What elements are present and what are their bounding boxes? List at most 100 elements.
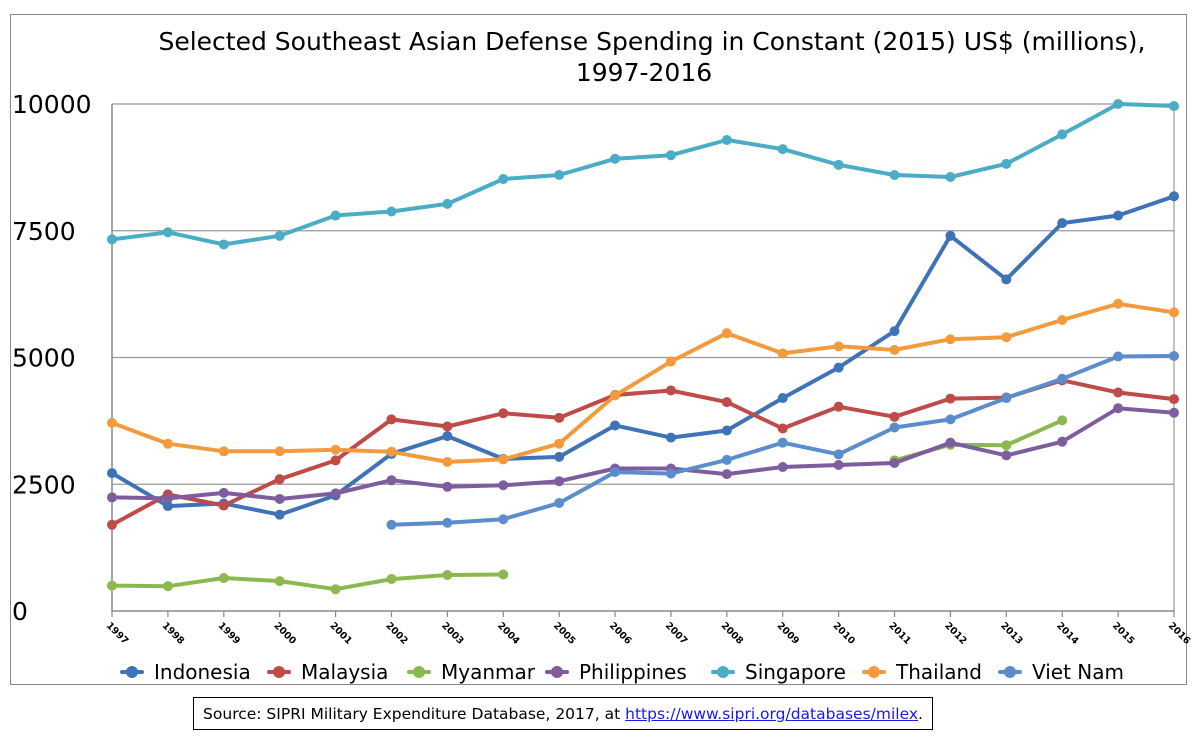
point-thailand-2001 <box>330 444 341 455</box>
point-philippines-1998 <box>162 493 173 504</box>
legend-marker-singapore <box>717 666 729 678</box>
point-viet-nam-2006 <box>610 467 621 478</box>
point-philippines-2008 <box>721 469 732 480</box>
point-viet-nam-2010 <box>833 449 844 460</box>
point-singapore-1999 <box>218 239 229 250</box>
x-tick-label: 2010 <box>831 620 858 647</box>
legend-marker-indonesia <box>126 666 138 678</box>
x-tick-label: 2003 <box>439 620 465 646</box>
legend-item-philippines[interactable]: Philippines <box>545 660 687 684</box>
x-tick-label: 2006 <box>607 620 634 647</box>
point-philippines-2013 <box>1001 450 1012 461</box>
point-indonesia-2013 <box>1001 274 1012 285</box>
point-thailand-2011 <box>889 344 900 355</box>
point-singapore-2008 <box>721 134 732 145</box>
point-philippines-2014 <box>1057 436 1068 447</box>
legend-label-philippines: Philippines <box>579 660 687 684</box>
point-malaysia-2016 <box>1169 394 1179 405</box>
point-viet-nam-2007 <box>665 468 676 479</box>
series-line-malaysia <box>110 378 1176 527</box>
point-indonesia-2006 <box>610 420 621 431</box>
point-malaysia-1997 <box>107 519 117 530</box>
point-philippines-2015 <box>1113 403 1124 414</box>
point-indonesia-2015 <box>1113 210 1124 221</box>
source-link[interactable]: https://www.sipri.org/databases/milex <box>625 704 919 723</box>
legend-label-indonesia: Indonesia <box>154 660 251 684</box>
source-suffix: . <box>918 704 923 723</box>
x-axis: 1997 1998 1999 2000 2001 2002 2003 2004 2005 2006… <box>104 610 1193 647</box>
point-malaysia-2009 <box>777 423 788 434</box>
x-tick-label: 2002 <box>383 620 409 646</box>
point-viet-nam-2016 <box>1169 350 1179 361</box>
point-indonesia-2009 <box>777 393 788 404</box>
point-philippines-2012 <box>945 437 956 448</box>
point-myanmar-2013 <box>1001 440 1012 451</box>
gridlines <box>112 103 1175 611</box>
legend-item-viet-nam[interactable]: Viet Nam <box>998 660 1124 684</box>
point-myanmar-2002 <box>386 574 397 585</box>
point-philippines-1999 <box>218 487 229 498</box>
point-philippines-2003 <box>442 481 453 492</box>
point-myanmar-2001 <box>330 584 341 595</box>
point-thailand-2010 <box>833 341 844 352</box>
chart-title-line2: 1997-2016 <box>576 58 712 87</box>
point-indonesia-2011 <box>889 326 900 337</box>
point-malaysia-1999 <box>218 500 229 511</box>
point-singapore-2010 <box>833 159 844 170</box>
point-myanmar-2000 <box>274 576 285 587</box>
point-thailand-2000 <box>274 446 285 457</box>
y-tick-label: 2500 <box>12 470 76 499</box>
point-malaysia-2011 <box>889 411 900 422</box>
point-thailand-2013 <box>1001 332 1012 343</box>
point-thailand-2016 <box>1169 307 1179 318</box>
point-indonesia-1997 <box>107 468 117 479</box>
legend-item-thailand[interactable]: Thailand <box>862 660 982 684</box>
point-thailand-2009 <box>777 348 788 359</box>
point-thailand-2007 <box>665 356 676 367</box>
point-indonesia-2005 <box>554 451 565 462</box>
point-singapore-2005 <box>554 169 565 180</box>
legend-label-myanmar: Myanmar <box>441 660 536 684</box>
y-tick-label: 5000 <box>12 344 76 373</box>
point-singapore-2009 <box>777 144 788 155</box>
series-singapore <box>107 99 1179 250</box>
legend-item-singapore[interactable]: Singapore <box>711 660 846 684</box>
legend[interactable]: Indonesia Malaysia Myanmar Philippines Singa… <box>120 660 1124 684</box>
x-tick-label: 2004 <box>495 620 522 647</box>
point-indonesia-2008 <box>721 425 732 436</box>
series-line-philippines <box>110 406 1176 501</box>
line-chart: Selected Southeast Asian Defense Spendin… <box>12 27 1193 684</box>
point-thailand-2004 <box>498 454 509 465</box>
point-indonesia-2010 <box>833 362 844 373</box>
point-myanmar-1998 <box>162 581 173 592</box>
legend-item-myanmar[interactable]: Myanmar <box>407 660 536 684</box>
x-tick-label: 2000 <box>272 620 299 647</box>
x-tick-label: 2013 <box>998 620 1024 646</box>
series-group <box>107 99 1179 595</box>
series-line-myanmar <box>110 572 506 592</box>
point-malaysia-2012 <box>945 393 956 404</box>
series-viet-nam <box>386 350 1179 530</box>
x-tick-label: 2007 <box>663 620 689 646</box>
x-tick-label: 2014 <box>1054 620 1081 647</box>
series-philippines <box>107 403 1179 504</box>
point-philippines-2016 <box>1169 407 1179 418</box>
legend-item-malaysia[interactable]: Malaysia <box>267 660 388 684</box>
legend-label-viet-nam: Viet Nam <box>1032 660 1124 684</box>
x-tick-label: 2012 <box>942 620 968 646</box>
point-thailand-2005 <box>554 438 565 449</box>
x-tick-label: 1999 <box>216 620 242 646</box>
series-line-thailand <box>110 301 1176 464</box>
legend-marker-viet-nam <box>1004 666 1016 678</box>
point-malaysia-2015 <box>1113 387 1124 398</box>
point-singapore-2004 <box>498 174 509 185</box>
point-philippines-2010 <box>833 459 844 470</box>
point-philippines-2005 <box>554 476 565 487</box>
point-philippines-2009 <box>777 462 788 473</box>
legend-item-indonesia[interactable]: Indonesia <box>120 660 251 684</box>
point-indonesia-2003 <box>442 431 453 442</box>
point-thailand-1998 <box>162 438 173 449</box>
point-malaysia-2003 <box>442 421 453 432</box>
point-singapore-1997 <box>107 234 117 245</box>
point-malaysia-2004 <box>498 408 509 419</box>
